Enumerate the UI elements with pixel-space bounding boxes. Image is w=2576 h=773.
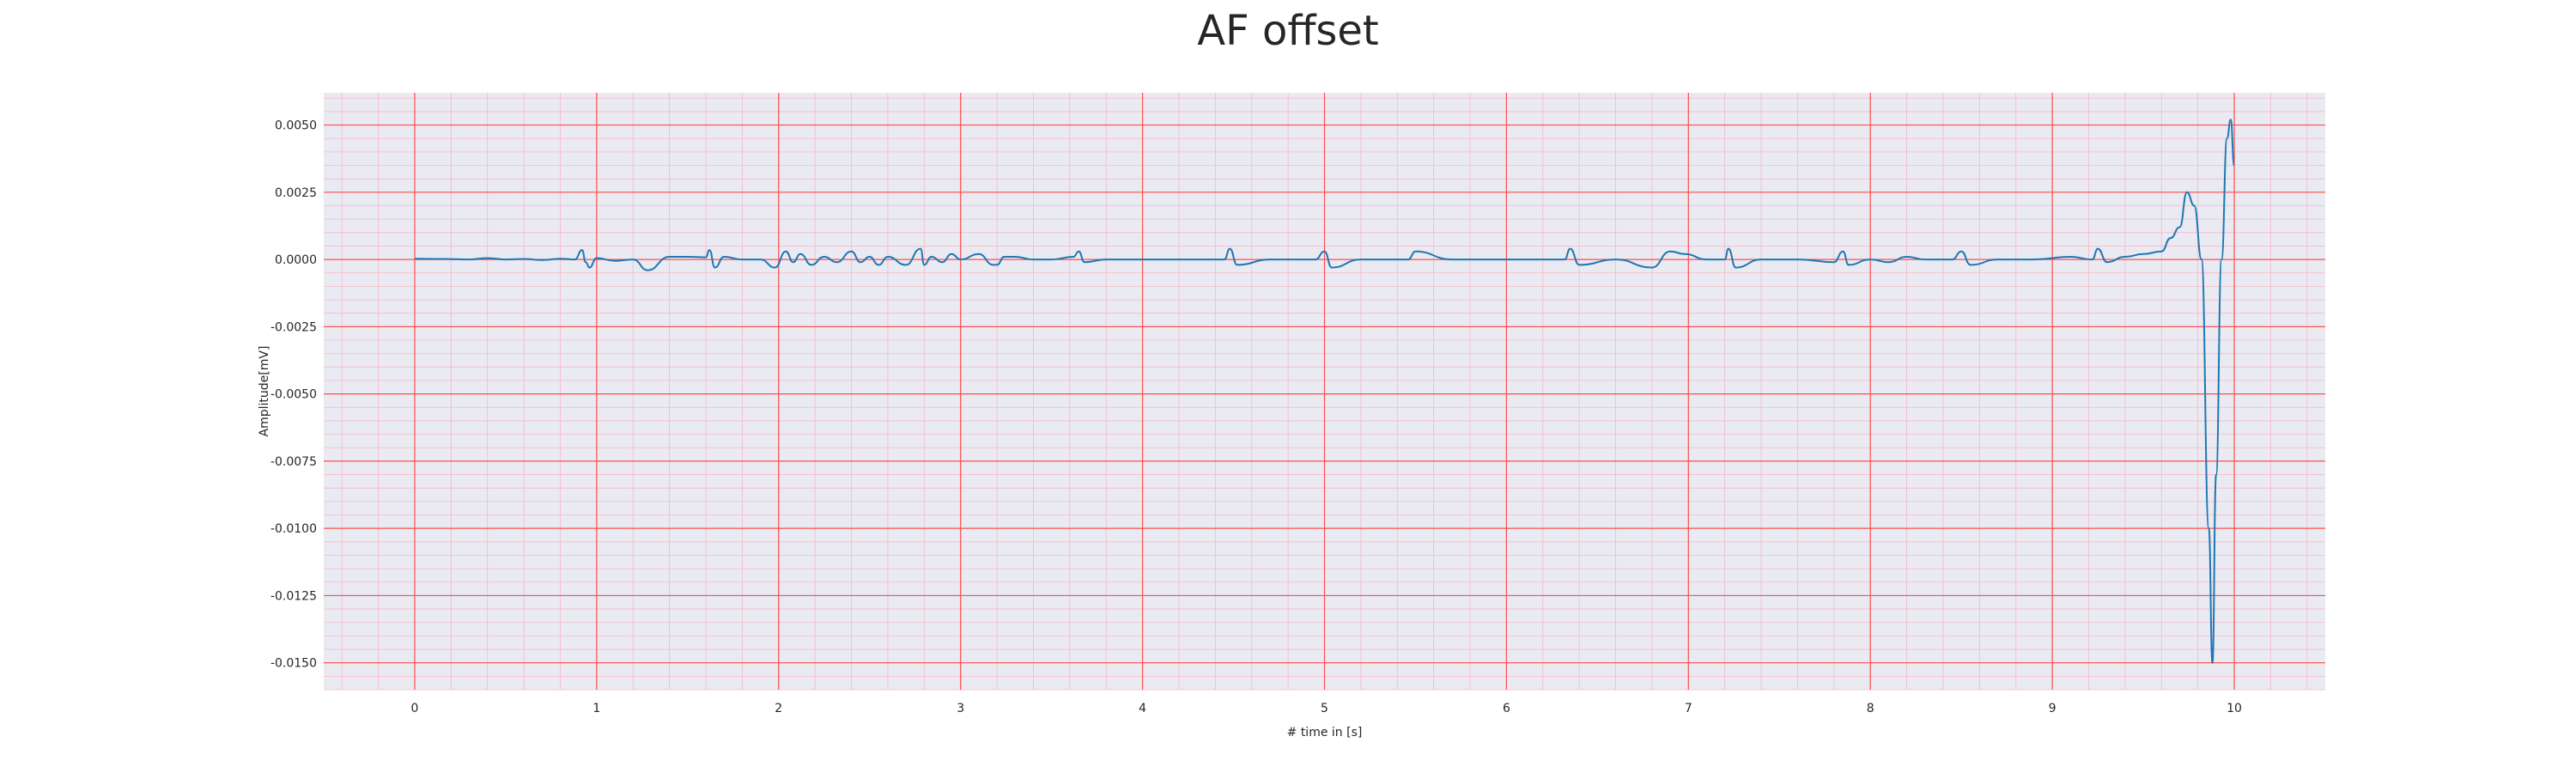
y-tick-label: -0.0075 (270, 455, 317, 469)
x-tick-label: 9 (2049, 702, 2057, 715)
x-tick-label: 2 (775, 702, 782, 715)
x-tick-label: 5 (1321, 702, 1328, 715)
x-tick-label: 3 (957, 702, 964, 715)
x-tick-label: 7 (1685, 702, 1692, 715)
x-axis-label: # time in [s] (1287, 726, 1363, 740)
y-tick-label: -0.0100 (270, 522, 317, 536)
y-tick-label: -0.0050 (270, 388, 317, 402)
y-tick-label: -0.0125 (270, 589, 317, 603)
x-tick-label: 4 (1139, 702, 1146, 715)
major-grid (324, 93, 2325, 690)
y-tick-label: 0.0000 (275, 253, 317, 267)
x-tick-label: 1 (592, 702, 600, 715)
x-axis-ticks: 0 1 2 3 4 5 6 7 8 9 10 (410, 702, 2241, 715)
y-axis-label: Amplitude[mV] (258, 346, 271, 437)
x-tick-label: 0 (410, 702, 418, 715)
y-axis-ticks: 0.0050 0.0025 0.0000 -0.0025 -0.0050 -0.0075 -… (270, 119, 317, 671)
y-tick-label: 0.0025 (275, 186, 317, 200)
x-tick-label: 10 (2227, 702, 2242, 715)
y-tick-label: -0.0025 (270, 320, 317, 334)
series-line (414, 119, 2235, 664)
x-tick-label: 8 (1867, 702, 1874, 715)
y-tick-label: 0.0050 (275, 119, 317, 133)
y-tick-label: -0.0150 (270, 657, 317, 671)
chart-title: AF offset (1197, 7, 1379, 55)
x-tick-label: 6 (1503, 702, 1510, 715)
